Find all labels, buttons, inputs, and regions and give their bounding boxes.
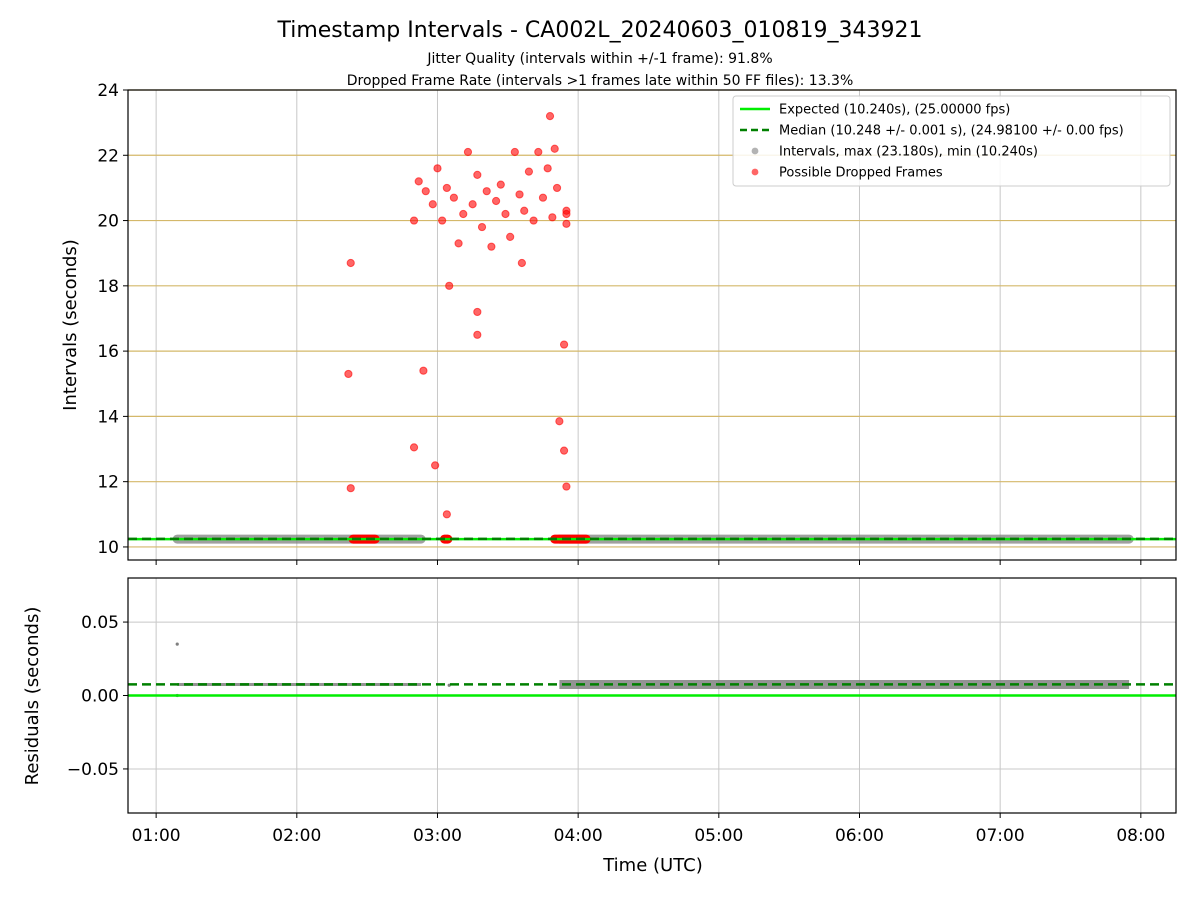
bottom-ytick-label: 0.00 — [81, 687, 119, 707]
dropped-frame-point — [482, 187, 491, 196]
dropped-frame-point — [473, 307, 482, 317]
dropped-frame-point — [414, 177, 423, 186]
chart-title: Timestamp Intervals - CA002L_20240603_01… — [276, 18, 922, 43]
xtick-label: 07:00 — [976, 826, 1025, 846]
dropped-frame-point — [496, 180, 505, 189]
dropped-frame-point — [543, 164, 552, 173]
bottom-ytick-label: 0.05 — [81, 613, 119, 633]
dropped-frame-point — [524, 167, 534, 176]
chart-subtitle-dropped: Dropped Frame Rate (intervals >1 frames … — [347, 73, 854, 89]
top-ytick-label: 10 — [97, 538, 119, 558]
dropped-frame-point — [344, 369, 353, 379]
top-ytick-label: 12 — [97, 473, 119, 493]
legend-entry-label: Median (10.248 +/- 0.001 s), (24.98100 +… — [779, 124, 1124, 139]
dropped-frame-point — [487, 242, 496, 251]
top-ytick-label: 24 — [97, 81, 119, 101]
top-ytick-label: 20 — [97, 212, 119, 232]
legend-box — [732, 95, 1171, 187]
dropped-frame-point — [421, 187, 430, 196]
dropped-frame-point — [454, 239, 463, 248]
dropped-frame-point — [477, 222, 487, 232]
xtick-label: 02:00 — [272, 826, 321, 846]
dropped-frame-point — [409, 443, 419, 452]
dropped-frame-point — [548, 213, 557, 222]
dropped-frame-point — [559, 340, 569, 349]
xtick-label: 03:00 — [413, 826, 462, 846]
dropped-frame-point — [555, 417, 564, 426]
dropped-frame-point — [550, 144, 559, 153]
dropped-frame-point — [473, 330, 482, 339]
xtick-label: 01:00 — [132, 826, 181, 846]
dropped-frame-point — [431, 461, 440, 470]
dropped-frame-point — [562, 209, 571, 219]
dropped-frame-point — [428, 200, 437, 209]
dropped-frame-point — [506, 232, 515, 241]
dropped-frame-point — [438, 216, 447, 225]
dropped-frame-point — [449, 193, 458, 202]
dropped-frame-point — [491, 196, 501, 206]
dropped-frame-point — [520, 206, 529, 215]
dropped-frame-point — [468, 200, 477, 209]
dropped-frame-point — [545, 112, 555, 121]
legend-entry-label: Possible Dropped Frames — [779, 166, 943, 181]
top-ylabel: Intervals (seconds) — [60, 239, 81, 411]
dropped-frame-point — [515, 190, 524, 199]
dropped-frame-point — [442, 510, 451, 519]
dropped-frame-point — [419, 366, 428, 375]
dropped-frame-point — [559, 446, 569, 455]
dropped-frame-point — [346, 258, 355, 268]
legend-entry-label: Expected (10.240s), (25.00000 fps) — [779, 103, 1010, 118]
legend-intervals-swatch — [751, 147, 759, 155]
dropped-frame-point — [463, 147, 473, 157]
dropped-frame-point — [562, 482, 571, 491]
residual-point — [175, 642, 179, 646]
legend: Expected (10.240s), (25.00000 fps) Median… — [732, 95, 1171, 187]
dropped-frame-point — [346, 484, 355, 493]
dropped-frame-point — [552, 183, 562, 193]
xtick-label: 05:00 — [694, 826, 743, 846]
top-ytick-label: 18 — [97, 277, 119, 297]
bottom-ylabel: Residuals (seconds) — [22, 607, 43, 786]
top-ytick-label: 22 — [97, 146, 119, 166]
dropped-frame-point — [510, 147, 519, 157]
top-ytick-label: 14 — [97, 407, 119, 427]
dropped-frame-point — [517, 258, 526, 268]
bottom-plot-frame — [127, 577, 1177, 814]
dropped-frame-point — [433, 164, 442, 173]
dropped-frame-point — [538, 193, 548, 202]
residuals-plot: 01:00 02:00 03:00 04:00 05:00 06:00 07:00 08:00… — [67, 577, 1177, 846]
x-axis-label: Time (UTC) — [602, 855, 703, 876]
dropped-frame-point — [501, 209, 510, 219]
residual-point — [447, 683, 451, 687]
dropped-frame-point — [459, 209, 468, 219]
dropped-frame-point — [473, 170, 482, 179]
xtick-label: 04:00 — [554, 826, 603, 846]
chart-subtitle-jitter: Jitter Quality (intervals within +/-1 fr… — [426, 51, 772, 67]
top-plot-frame — [127, 89, 1177, 561]
legend-entry-label: Intervals, max (23.180s), min (10.240s) — [779, 145, 1038, 160]
legend-dropped-swatch — [751, 168, 759, 176]
dropped-frame-point — [445, 281, 454, 290]
bottom-ytick-label: −0.05 — [67, 760, 119, 780]
xtick-label: 06:00 — [835, 826, 884, 846]
dropped-frame-point — [409, 216, 419, 225]
top-ytick-label: 16 — [97, 342, 119, 362]
dropped-frame-point — [442, 183, 451, 193]
dropped-frame-point — [534, 147, 543, 157]
dropped-frame-point — [529, 216, 538, 225]
dropped-frame-point — [562, 219, 571, 228]
xtick-label: 08:00 — [1116, 826, 1165, 846]
